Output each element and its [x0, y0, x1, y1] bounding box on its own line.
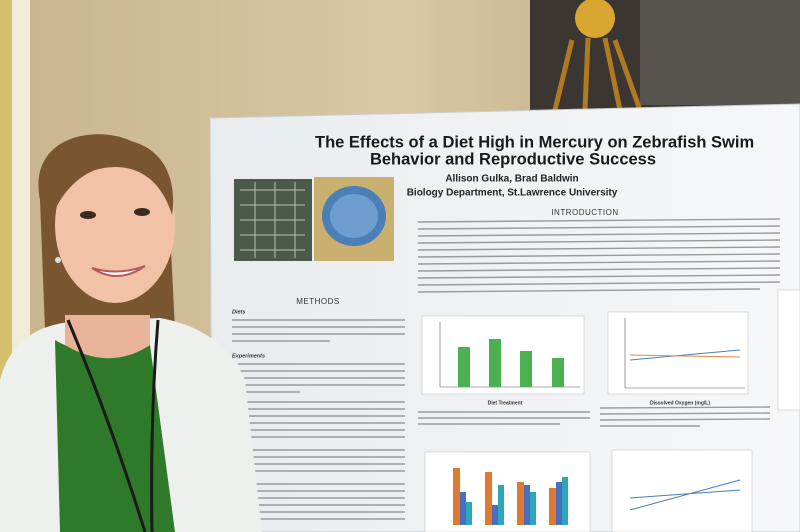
section-heading: METHODS [296, 297, 340, 306]
poster-affiliation: Biology Department, St.Lawrence Universi… [407, 188, 618, 199]
mini-chart [424, 449, 753, 532]
person [0, 134, 262, 532]
subheading: Experiments [232, 353, 265, 359]
mini-chart [421, 315, 585, 395]
mini-chart [777, 289, 800, 411]
section-heading: INTRODUCTION [551, 208, 618, 217]
easel [552, 0, 643, 111]
poster-authors: Allison Gulka, Brad Baldwin [445, 174, 578, 185]
subheading: Diets [232, 309, 245, 315]
mini-chart [607, 311, 749, 395]
axis-label: Dissolved Oxygen (mg/L) [650, 400, 710, 406]
axis-label: Diet Treatment [488, 400, 523, 406]
photo-panel [234, 177, 394, 261]
poster-title: Behavior and Reproductive Success [370, 150, 656, 168]
body-text [232, 218, 781, 520]
poster-title: The Effects of a Diet High in Mercury on… [315, 133, 754, 151]
painting [640, 0, 800, 105]
